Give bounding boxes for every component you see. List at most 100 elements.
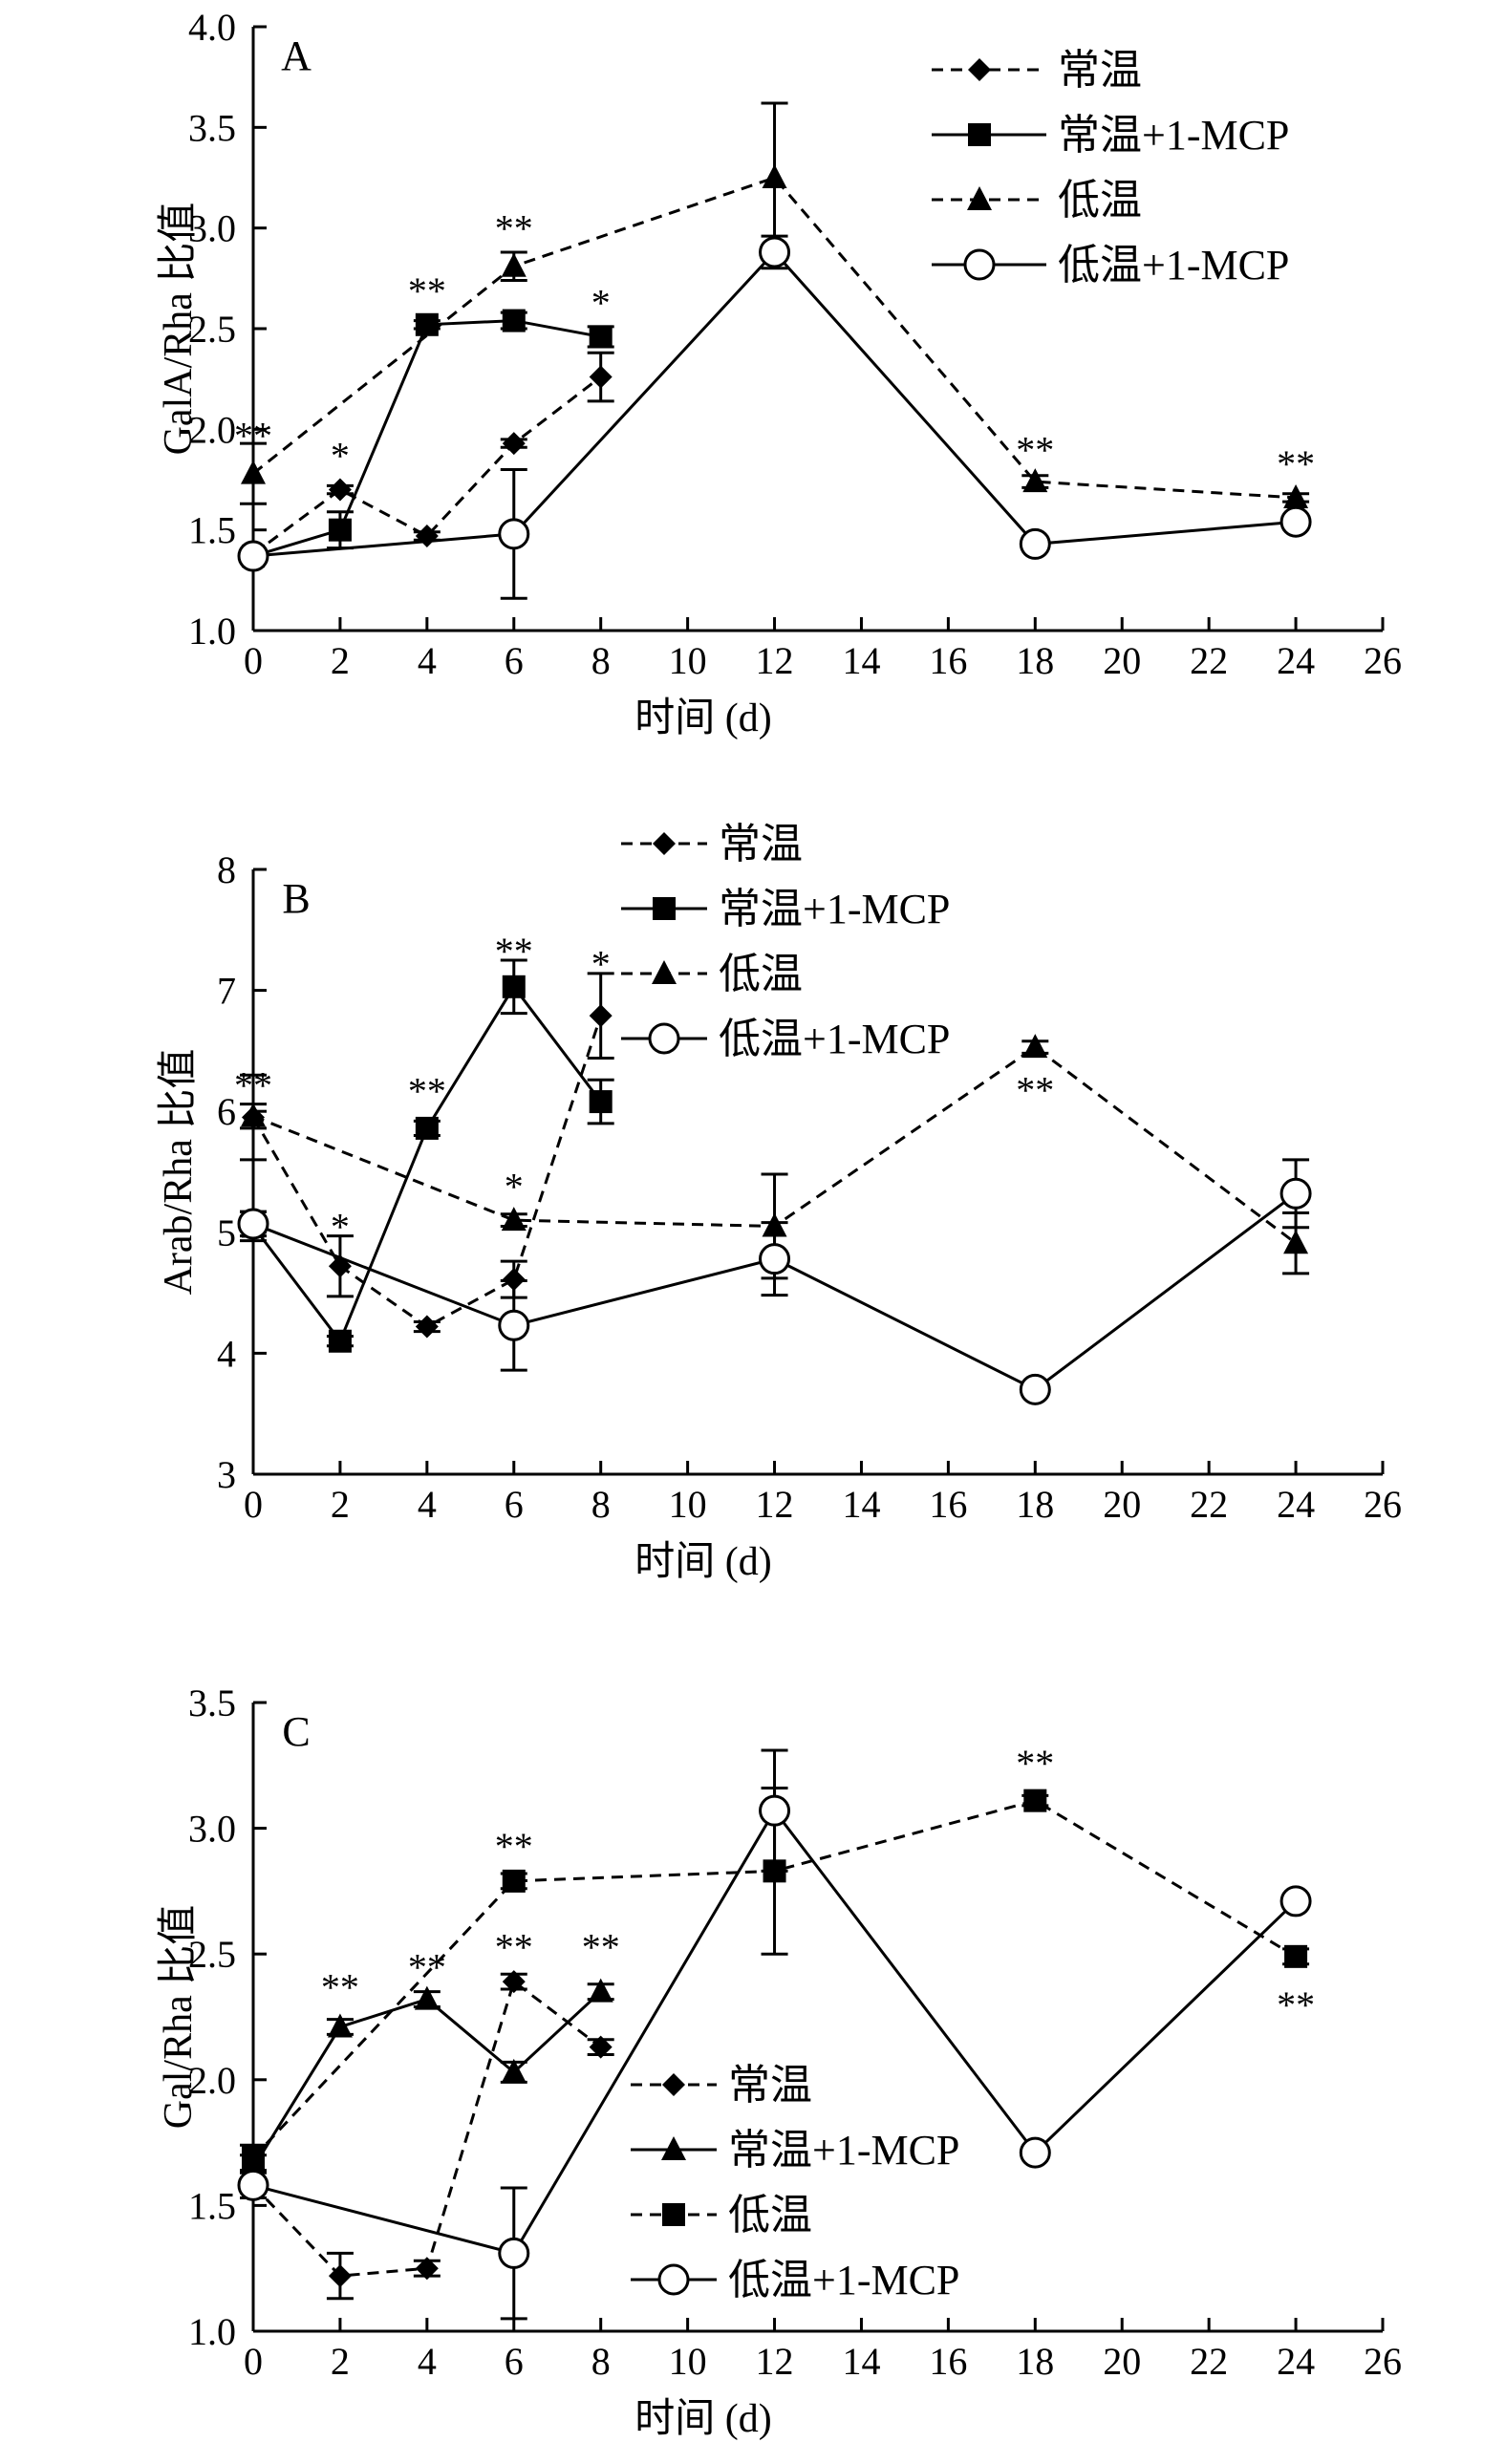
x-tick-label: 26 bbox=[1364, 1483, 1402, 1526]
y-tick-label: 1.0 bbox=[188, 2310, 236, 2353]
x-axis-title: 时间 (d) bbox=[634, 696, 771, 740]
y-tick-label: 3 bbox=[217, 1453, 236, 1496]
data-point bbox=[502, 975, 526, 998]
data-point bbox=[762, 164, 787, 188]
data-point bbox=[589, 365, 613, 389]
legend-marker bbox=[653, 832, 676, 855]
x-tick-label: 12 bbox=[756, 639, 794, 682]
x-tick-label: 2 bbox=[331, 2340, 350, 2383]
x-tick-label: 22 bbox=[1190, 1483, 1228, 1526]
x-tick-label: 22 bbox=[1190, 2340, 1228, 2383]
significance-mark: ** bbox=[582, 1925, 620, 1968]
series-line bbox=[252, 176, 1297, 500]
series-4 bbox=[237, 1158, 1312, 1405]
data-point bbox=[759, 1243, 791, 1275]
series-line bbox=[251, 1015, 603, 1329]
data-point bbox=[237, 2169, 269, 2201]
data-point bbox=[501, 2058, 527, 2083]
x-tick-label: 2 bbox=[331, 639, 350, 682]
legend-marker bbox=[662, 2203, 685, 2226]
data-point bbox=[415, 2257, 439, 2281]
legend-label: 低温 bbox=[1058, 177, 1142, 224]
x-tick-label: 2 bbox=[331, 1483, 350, 1526]
chart-panel-c: 0 2 4 6 8 10 12 14 16 18 20 22 24 261.01.52.02.53.03.… bbox=[157, 1682, 1402, 2441]
x-tick-label: 16 bbox=[929, 639, 967, 682]
significance-mark: ** bbox=[495, 1825, 533, 1868]
significance-mark: ** bbox=[495, 207, 533, 250]
y-tick-label: 7 bbox=[217, 970, 236, 1013]
data-point bbox=[1279, 505, 1312, 538]
legend-label: 常温 bbox=[1058, 47, 1142, 94]
data-point bbox=[1283, 483, 1309, 508]
x-tick-label: 4 bbox=[418, 1483, 437, 1526]
y-axis-title: GalA/Rha 比值 bbox=[157, 203, 201, 456]
data-point bbox=[1019, 1373, 1051, 1405]
y-tick-label: 3.0 bbox=[188, 207, 236, 250]
y-axis-title: Gal/Rha 比值 bbox=[157, 1905, 201, 2129]
significance-mark: ** bbox=[1277, 442, 1315, 485]
data-point bbox=[589, 1004, 613, 1028]
x-tick-label: 26 bbox=[1364, 639, 1402, 682]
data-point bbox=[328, 2264, 352, 2288]
data-point bbox=[501, 252, 527, 277]
x-tick-label: 16 bbox=[929, 1483, 967, 1526]
data-point bbox=[589, 1090, 613, 1114]
data-point bbox=[327, 2013, 353, 2038]
y-tick-label: 1.5 bbox=[188, 509, 236, 552]
y-tick-label: 1.0 bbox=[188, 610, 236, 653]
series-line bbox=[252, 319, 601, 558]
x-tick-label: 12 bbox=[756, 1483, 794, 1526]
x-axis-title: 时间 (d) bbox=[634, 1540, 771, 1584]
data-point bbox=[502, 1869, 526, 1893]
significance-mark: ** bbox=[321, 1965, 359, 2008]
x-tick-label: 20 bbox=[1103, 2340, 1141, 2383]
x-tick-label: 18 bbox=[1016, 639, 1054, 682]
x-tick-label: 0 bbox=[244, 639, 263, 682]
data-point bbox=[498, 1309, 530, 1341]
series-1 bbox=[240, 972, 614, 1339]
data-point bbox=[415, 1116, 439, 1140]
data-point bbox=[328, 518, 352, 542]
series-1 bbox=[240, 351, 614, 566]
x-tick-label: 18 bbox=[1016, 1483, 1054, 1526]
x-tick-label: 6 bbox=[505, 639, 524, 682]
data-point bbox=[589, 325, 613, 349]
data-point bbox=[498, 2237, 530, 2269]
x-tick-label: 6 bbox=[505, 1483, 524, 1526]
significance-mark: ** bbox=[408, 1070, 446, 1113]
y-tick-label: 8 bbox=[217, 848, 236, 891]
legend-marker bbox=[653, 897, 676, 920]
data-point bbox=[589, 2035, 613, 2059]
data-point bbox=[241, 460, 266, 484]
data-point bbox=[759, 236, 791, 268]
x-tick-label: 6 bbox=[505, 2340, 524, 2383]
significance-mark: ** bbox=[1277, 1983, 1315, 2026]
significance-mark: ** bbox=[408, 269, 446, 312]
legend-label: 低温+1-MCP bbox=[719, 1016, 950, 1062]
series-2 bbox=[240, 1978, 614, 2182]
data-point bbox=[328, 1329, 352, 1353]
data-point bbox=[241, 1103, 266, 1127]
data-point bbox=[1279, 1885, 1312, 1918]
panel-label: C bbox=[282, 1708, 310, 1755]
data-point bbox=[328, 478, 352, 502]
legend-label: 低温 bbox=[728, 2192, 812, 2239]
panel-label: B bbox=[282, 875, 310, 922]
legend-label: 常温+1-MCP bbox=[719, 886, 950, 932]
y-tick-label: 3.0 bbox=[188, 1808, 236, 1851]
y-tick-label: 5 bbox=[217, 1211, 236, 1254]
y-tick-label: 3.5 bbox=[188, 1682, 236, 1725]
series-line bbox=[252, 375, 602, 556]
series-4 bbox=[237, 234, 1312, 600]
data-point bbox=[1022, 1034, 1048, 1059]
x-tick-label: 20 bbox=[1103, 1483, 1141, 1526]
data-point bbox=[237, 1208, 269, 1240]
y-tick-label: 2.5 bbox=[188, 308, 236, 351]
significance-mark: ** bbox=[1016, 1068, 1054, 1111]
legend-marker bbox=[662, 2073, 685, 2096]
data-point bbox=[502, 432, 526, 456]
data-point bbox=[414, 1985, 440, 2010]
legend-label: 低温+1-MCP bbox=[1058, 242, 1289, 289]
